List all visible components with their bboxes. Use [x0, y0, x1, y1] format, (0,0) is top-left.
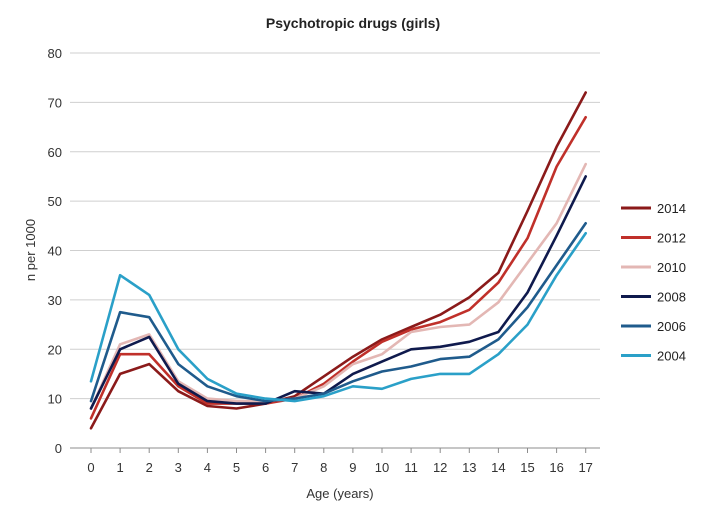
chart-title: Psychotropic drugs (girls) [266, 15, 440, 31]
legend-label: 2008 [657, 290, 686, 305]
x-tick-label: 1 [116, 460, 123, 475]
legend-label: 2004 [657, 349, 686, 364]
series-line-2012 [89, 115, 588, 420]
legend-item-2008: 2008 [621, 290, 686, 305]
legend-label: 2006 [657, 319, 686, 334]
x-tick-label: 3 [175, 460, 182, 475]
x-tick-label: 2 [146, 460, 153, 475]
y-tick-label: 50 [48, 194, 62, 209]
series-line-2004 [89, 231, 588, 403]
y-tick-label: 60 [48, 145, 62, 160]
y-tick-label: 40 [48, 244, 62, 259]
x-tick-label: 7 [291, 460, 298, 475]
x-tick-label: 9 [349, 460, 356, 475]
legend-label: 2012 [657, 231, 686, 246]
x-tick-label: 4 [204, 460, 211, 475]
x-tick-label: 13 [462, 460, 476, 475]
y-tick-label: 80 [48, 46, 62, 61]
y-tick-label: 70 [48, 95, 62, 110]
y-tick-label: 0 [55, 441, 62, 456]
legend-item-2010: 2010 [621, 260, 686, 275]
y-tick-label: 30 [48, 293, 62, 308]
legend-label: 2014 [657, 201, 686, 216]
x-tick-label: 8 [320, 460, 327, 475]
series-line-2010 [89, 162, 588, 410]
legend-item-2004: 2004 [621, 349, 686, 364]
x-tick-label: 5 [233, 460, 240, 475]
legend-label: 2010 [657, 260, 686, 275]
legend-item-2014: 2014 [621, 201, 686, 216]
series-lines [89, 91, 588, 430]
y-tick-label: 20 [48, 342, 62, 357]
x-tick-label: 12 [433, 460, 447, 475]
x-tick-label: 15 [520, 460, 534, 475]
x-tick-label: 10 [375, 460, 389, 475]
x-tick-label: 14 [491, 460, 505, 475]
legend: 2014 2012 2010 2008 2006 2004 [621, 201, 686, 364]
y-axis-label: n per 1000 [23, 219, 38, 281]
series-line-2006 [89, 222, 588, 403]
x-tick-label: 6 [262, 460, 269, 475]
series-line-2014 [89, 91, 588, 430]
series-line-2008 [89, 175, 588, 410]
x-tick-label: 16 [549, 460, 563, 475]
legend-item-2012: 2012 [621, 231, 686, 246]
x-tick-label: 0 [87, 460, 94, 475]
legend-item-2006: 2006 [621, 319, 686, 334]
x-tick-label: 17 [578, 460, 592, 475]
y-tick-label: 10 [48, 392, 62, 407]
x-axis-label: Age (years) [306, 486, 373, 501]
x-tick-label: 11 [404, 460, 418, 475]
